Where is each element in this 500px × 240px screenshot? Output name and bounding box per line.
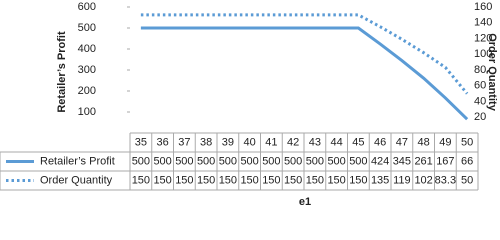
table-value: 135 <box>371 174 389 186</box>
x-tick-label: 35 <box>135 136 147 148</box>
x-tick-label: 42 <box>287 136 299 148</box>
table-value: 150 <box>349 174 367 186</box>
table-value: 500 <box>306 155 324 167</box>
x-tick-label: 47 <box>396 136 408 148</box>
table-value: 500 <box>240 155 258 167</box>
legend-label: Order Quantity <box>40 174 113 186</box>
table-value: 500 <box>349 155 367 167</box>
table-value: 150 <box>240 174 258 186</box>
y2-tick-label: 160 <box>474 1 492 13</box>
table-value: 261 <box>414 155 432 167</box>
y2-tick-label: 60 <box>474 80 486 92</box>
table-value: 150 <box>219 174 237 186</box>
x-tick-label: 48 <box>418 136 430 148</box>
table-value: 50 <box>461 174 473 186</box>
table-value: 150 <box>175 174 193 186</box>
table-value: 150 <box>327 174 345 186</box>
table-value: 150 <box>306 174 324 186</box>
table-value: 150 <box>262 174 280 186</box>
x-tick-label: 46 <box>374 136 386 148</box>
y-tick-label: 400 <box>78 43 96 55</box>
table-value: 102 <box>414 174 432 186</box>
table-value: 167 <box>436 155 454 167</box>
table-value: 424 <box>371 155 389 167</box>
table-value: 500 <box>262 155 280 167</box>
table-value: 150 <box>284 174 302 186</box>
table-value: 119 <box>393 174 411 186</box>
x-tick-label: 37 <box>178 136 190 148</box>
table-value: 66 <box>461 155 473 167</box>
x-tick-label: 41 <box>265 136 277 148</box>
x-tick-label: 38 <box>200 136 212 148</box>
x-axis-title: e1 <box>299 196 311 208</box>
table-value: 150 <box>153 174 171 186</box>
table-value: 500 <box>175 155 193 167</box>
table-value: 500 <box>219 155 237 167</box>
x-tick-label: 50 <box>461 136 473 148</box>
table-value: 500 <box>284 155 302 167</box>
table-value: 83.3 <box>435 174 456 186</box>
y2-axis-title: Order Quantity <box>486 33 498 112</box>
table-value: 150 <box>132 174 150 186</box>
y2-tick-label: 100 <box>474 48 492 60</box>
y-tick-label: 600 <box>78 1 96 13</box>
chart: Retailer’s Profit Order Quantity e1 100 2… <box>0 1 498 208</box>
x-tick-label: 45 <box>352 136 364 148</box>
y-tick-label: 100 <box>78 106 96 118</box>
y2-tick-label: 80 <box>474 64 486 76</box>
y2-tick-label: 20 <box>474 111 486 123</box>
y-tick-label: 300 <box>78 64 96 76</box>
table-value: 150 <box>197 174 215 186</box>
table-value: 500 <box>327 155 345 167</box>
y-axis-title: Retailer’s Profit <box>56 31 68 113</box>
table-value: 500 <box>132 155 150 167</box>
x-tick-label: 44 <box>331 136 343 148</box>
y2-tick-label: 40 <box>474 95 486 107</box>
table-value: 345 <box>393 155 411 167</box>
series-line <box>140 26 469 121</box>
y-tick-label: 200 <box>78 85 96 97</box>
y-tick-label: 500 <box>78 22 96 34</box>
y2-tick-label: 140 <box>474 17 492 29</box>
table-value: 500 <box>153 155 171 167</box>
x-tick-label: 36 <box>157 136 169 148</box>
legend-label: Retailer’s Profit <box>40 155 115 167</box>
y2-tick-label: 120 <box>474 32 492 44</box>
x-tick-label: 49 <box>439 136 451 148</box>
x-tick-label: 39 <box>222 136 234 148</box>
x-tick-label: 40 <box>244 136 256 148</box>
table-value: 500 <box>197 155 215 167</box>
x-tick-label: 43 <box>309 136 321 148</box>
